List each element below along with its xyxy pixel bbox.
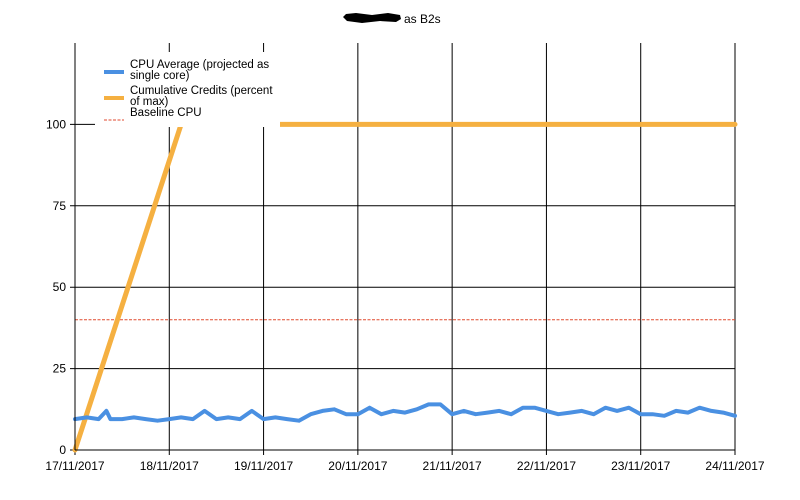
legend-label: of max) [130, 96, 169, 108]
legend-label: Cumulative Credits (percent [130, 85, 273, 97]
x-tick-label: 19/11/2017 [234, 459, 293, 473]
y-tick-label: 100 [46, 117, 66, 131]
x-tick-label: 20/11/2017 [328, 459, 387, 473]
y-tick-label: 25 [53, 362, 67, 376]
redaction-mark [343, 13, 401, 23]
x-tick-label: 23/11/2017 [611, 459, 670, 473]
x-tick-label: 17/11/2017 [45, 459, 104, 473]
x-tick-label: 18/11/2017 [140, 459, 199, 473]
y-tick-label: 0 [59, 443, 66, 457]
chart-title-group: as B2s [343, 12, 441, 26]
y-tick-label: 50 [53, 280, 67, 294]
y-tick-label: 75 [53, 199, 67, 213]
x-tick-label: 22/11/2017 [517, 459, 576, 473]
legend-label: CPU Average (projected as [130, 59, 269, 71]
tick-labels: 17/11/2017 18/11/2017 19/11/2017 20/11/2017… [45, 117, 764, 473]
legend-label: single core) [130, 70, 190, 82]
series-line-0 [73, 402, 737, 423]
x-tick-label: 21/11/2017 [423, 459, 482, 473]
x-tick-label: 24/11/2017 [705, 459, 764, 473]
chart-title: as B2s [404, 12, 441, 26]
legend-label: Baseline CPU [130, 107, 202, 119]
axes [74, 43, 735, 451]
legend-box [95, 52, 280, 127]
